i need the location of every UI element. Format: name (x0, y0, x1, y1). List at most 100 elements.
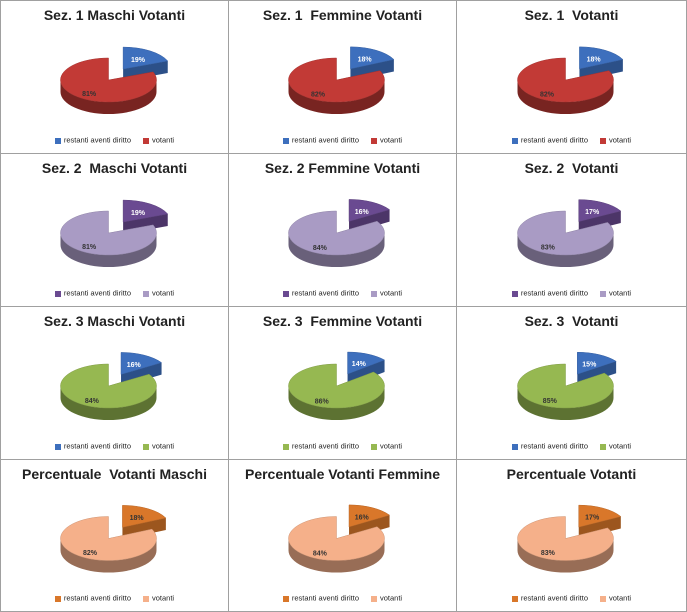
legend-label: restanti aventi diritto (520, 442, 588, 451)
legend-item: votanti (371, 288, 402, 298)
data-label: 81% (82, 244, 97, 251)
data-label: 16% (355, 209, 370, 216)
legend-item: votanti (600, 593, 631, 603)
chart-legend: restanti aventi diritto votanti (457, 288, 686, 298)
pie-slice-remaining (578, 504, 622, 528)
legend-swatch (600, 290, 606, 297)
chart-title: Sez. 1 Femmine Votanti (262, 7, 423, 23)
legend-item: votanti (371, 441, 402, 451)
legend-label: votanti (152, 289, 175, 298)
chart-panel: Sez. 3 Maschi Votanti 16% 84% restanti aven… (0, 306, 229, 460)
pie-chart: 17% 83% (517, 199, 622, 267)
pie-slice-voters (288, 363, 385, 409)
pie-slice-remaining (122, 505, 167, 528)
chart-panel: Sez. 1 Maschi Votanti 19% 81% restanti aven… (0, 0, 229, 154)
legend-swatch (511, 595, 518, 602)
legend-swatch (600, 595, 606, 602)
legend-item: restanti aventi diritto (54, 135, 131, 145)
chart-legend: restanti aventi diritto votanti (229, 441, 456, 451)
pie-slice-voters (60, 516, 157, 561)
pie-chart: 16% 84% (288, 504, 391, 573)
pie-chart: 18% 82% (288, 46, 395, 115)
pie-slice-remaining (122, 199, 169, 223)
pie-chart: 19% 81% (60, 46, 169, 115)
data-label: 18% (358, 57, 373, 64)
legend-label: restanti aventi diritto (291, 594, 359, 603)
legend-label: votanti (380, 289, 403, 298)
chart-legend: restanti aventi diritto votanti (1, 441, 228, 451)
chart-panel: Sez. 1 Femmine Votanti 18% 82% restanti ave… (228, 0, 457, 154)
legend-item: restanti aventi diritto (54, 593, 131, 603)
pie-slice-remaining (122, 46, 169, 70)
pie-slice-voters (517, 210, 614, 256)
data-label: 17% (585, 515, 600, 522)
legend-label: votanti (380, 136, 403, 145)
legend-item: votanti (143, 441, 174, 451)
legend-label: restanti aventi diritto (520, 136, 588, 145)
pie-slice-remaining (579, 46, 624, 70)
pie-slice-remaining (348, 504, 391, 528)
data-label: 82% (540, 91, 555, 98)
pie-chart: 14% 86% (288, 351, 386, 420)
legend-item: votanti (371, 135, 402, 145)
legend-label: restanti aventi diritto (63, 594, 131, 603)
legend-swatch (54, 595, 61, 602)
data-label: 84% (85, 398, 100, 405)
data-label: 16% (355, 514, 370, 521)
legend-label: votanti (609, 289, 632, 298)
legend-item: restanti aventi diritto (54, 441, 131, 451)
legend-swatch (371, 137, 377, 144)
legend-swatch (282, 137, 289, 144)
chart-title: Percentuale Votanti (506, 466, 637, 482)
pie-slice-remaining (120, 352, 163, 375)
legend-item: restanti aventi diritto (282, 135, 359, 145)
legend-item: restanti aventi diritto (282, 288, 359, 298)
legend-label: votanti (380, 594, 403, 603)
legend-label: votanti (380, 442, 403, 451)
legend-swatch (511, 137, 518, 144)
chart-panel: Percentuale Votanti Maschi 18% 82% restanti… (0, 459, 229, 612)
chart-legend: restanti aventi diritto votanti (457, 593, 686, 603)
legend-item: restanti aventi diritto (511, 593, 588, 603)
legend-swatch (54, 137, 61, 144)
data-label: 15% (582, 361, 597, 368)
legend-swatch (143, 595, 149, 602)
data-label: 82% (83, 550, 98, 557)
chart-legend: restanti aventi diritto votanti (229, 593, 456, 603)
chart-panel: Percentuale Votanti 17% 83% restanti aventi… (456, 459, 687, 612)
pie-slice-remaining (578, 199, 622, 222)
chart-legend: restanti aventi diritto votanti (1, 288, 228, 298)
legend-swatch (143, 443, 149, 450)
data-label: 83% (541, 550, 556, 557)
pie-slice-voters (517, 57, 614, 103)
chart-legend: restanti aventi diritto votanti (457, 441, 686, 451)
data-label: 14% (352, 361, 367, 368)
pie-slice-remaining (350, 46, 395, 70)
chart-title: Sez. 3 Femmine Votanti (262, 313, 423, 329)
legend-item: votanti (143, 593, 174, 603)
legend-swatch (54, 290, 61, 297)
chart-panel: Percentuale Votanti Femmine 16% 84% restant… (228, 459, 457, 612)
legend-item: votanti (600, 135, 631, 145)
legend-item: restanti aventi diritto (54, 288, 131, 298)
pie-chart: 17% 83% (517, 504, 622, 573)
pie-slice-voters (517, 516, 614, 561)
data-label: 86% (315, 398, 330, 405)
data-label: 19% (131, 210, 146, 217)
pie-slice-remaining (348, 199, 391, 222)
chart-title: Sez. 1 Maschi Votanti (43, 7, 186, 23)
chart-title: Percentuale Votanti Femmine (244, 466, 440, 482)
legend-label: restanti aventi diritto (63, 289, 131, 298)
legend-swatch (371, 443, 377, 450)
chart-panel: Sez. 1 Votanti 18% 82% restanti aventi diri… (456, 0, 687, 154)
data-label: 84% (313, 245, 328, 252)
chart-legend: restanti aventi diritto votanti (457, 135, 686, 145)
data-label: 18% (130, 515, 145, 522)
legend-item: votanti (600, 441, 631, 451)
chart-title: Sez. 3 Maschi Votanti (43, 313, 186, 329)
chart-legend: restanti aventi diritto votanti (1, 135, 228, 145)
pie-slice-voters (60, 210, 157, 256)
legend-label: restanti aventi diritto (63, 136, 131, 145)
legend-label: restanti aventi diritto (291, 136, 359, 145)
pie-slice-remaining (347, 351, 386, 375)
